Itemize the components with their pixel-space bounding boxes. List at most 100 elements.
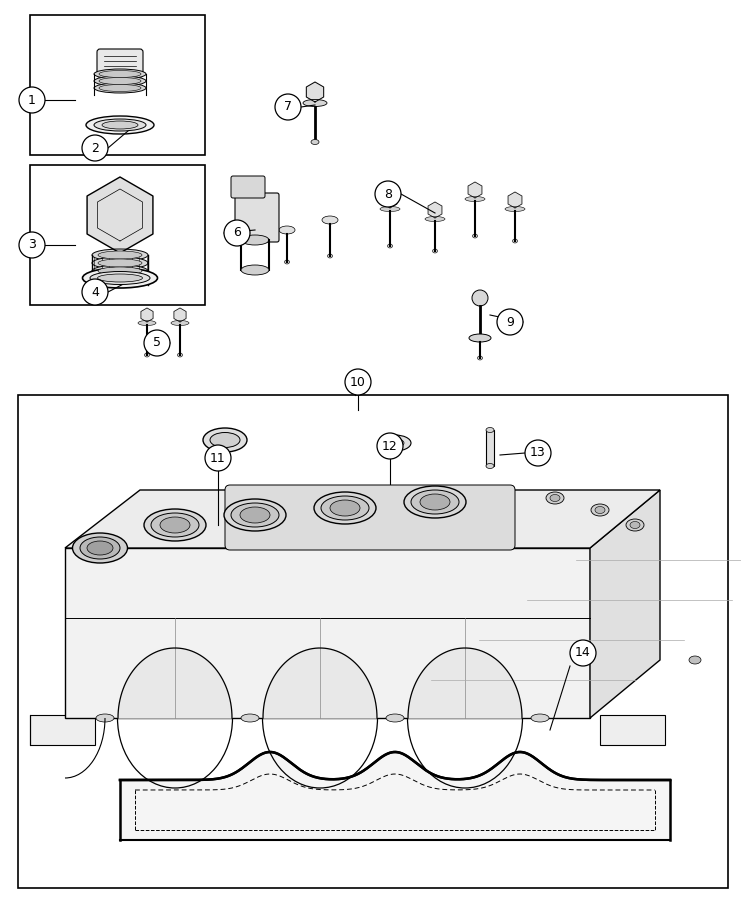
Ellipse shape (388, 244, 393, 248)
Ellipse shape (151, 513, 199, 537)
Ellipse shape (404, 486, 466, 518)
Ellipse shape (210, 433, 240, 447)
Ellipse shape (92, 265, 148, 277)
Ellipse shape (82, 268, 158, 288)
Ellipse shape (311, 140, 319, 145)
Ellipse shape (595, 507, 605, 514)
Ellipse shape (171, 320, 189, 326)
Ellipse shape (94, 69, 146, 79)
Ellipse shape (87, 541, 113, 555)
Text: 14: 14 (575, 646, 591, 660)
Circle shape (19, 232, 45, 258)
Ellipse shape (425, 217, 445, 221)
Text: 9: 9 (506, 316, 514, 328)
Polygon shape (590, 490, 660, 718)
Ellipse shape (465, 196, 485, 202)
Ellipse shape (99, 77, 141, 85)
Ellipse shape (328, 254, 333, 258)
Circle shape (525, 440, 551, 466)
Ellipse shape (102, 121, 138, 129)
Polygon shape (508, 192, 522, 208)
Ellipse shape (98, 251, 142, 259)
Text: 8: 8 (384, 187, 392, 201)
Ellipse shape (178, 353, 182, 357)
Ellipse shape (469, 334, 491, 342)
Ellipse shape (203, 428, 247, 452)
Ellipse shape (98, 275, 142, 283)
Bar (30, 165, 205, 305)
Ellipse shape (486, 428, 494, 433)
FancyBboxPatch shape (225, 485, 515, 550)
Text: 5: 5 (153, 337, 161, 349)
Ellipse shape (279, 226, 295, 234)
Text: 7: 7 (284, 101, 292, 113)
Ellipse shape (99, 70, 141, 77)
Ellipse shape (513, 239, 517, 243)
Polygon shape (65, 490, 660, 548)
FancyBboxPatch shape (97, 49, 143, 77)
Circle shape (570, 640, 596, 666)
Text: 6: 6 (233, 227, 241, 239)
Ellipse shape (94, 119, 146, 131)
Polygon shape (408, 648, 522, 718)
Ellipse shape (546, 492, 564, 504)
Ellipse shape (98, 259, 142, 267)
Bar (18, 395, 728, 888)
Polygon shape (118, 648, 232, 718)
Ellipse shape (322, 216, 338, 224)
Ellipse shape (99, 85, 141, 92)
Ellipse shape (96, 714, 114, 722)
Ellipse shape (94, 76, 146, 86)
Ellipse shape (241, 235, 269, 245)
Ellipse shape (473, 234, 477, 238)
Ellipse shape (505, 206, 525, 211)
Circle shape (19, 87, 45, 113)
Ellipse shape (386, 714, 404, 722)
Ellipse shape (73, 533, 127, 563)
Ellipse shape (90, 272, 150, 284)
Text: 1: 1 (28, 94, 36, 106)
Text: 2: 2 (91, 141, 99, 155)
Circle shape (82, 279, 108, 305)
Ellipse shape (94, 83, 146, 93)
Ellipse shape (144, 353, 150, 357)
Ellipse shape (630, 521, 640, 528)
Ellipse shape (330, 500, 360, 516)
Ellipse shape (92, 249, 148, 261)
Ellipse shape (138, 320, 156, 326)
Ellipse shape (80, 537, 120, 559)
Polygon shape (468, 182, 482, 198)
Circle shape (82, 135, 108, 161)
Ellipse shape (411, 490, 459, 514)
Ellipse shape (160, 517, 190, 533)
Ellipse shape (92, 273, 148, 285)
Ellipse shape (689, 656, 701, 664)
Polygon shape (174, 308, 186, 322)
Circle shape (375, 181, 401, 207)
Text: 13: 13 (530, 446, 546, 460)
Ellipse shape (241, 265, 269, 275)
Ellipse shape (241, 714, 259, 722)
Text: 12: 12 (382, 439, 398, 453)
Polygon shape (87, 177, 153, 253)
Ellipse shape (314, 492, 376, 524)
Polygon shape (306, 82, 324, 102)
Ellipse shape (92, 257, 148, 269)
Text: 4: 4 (91, 285, 99, 299)
Ellipse shape (86, 116, 154, 134)
Circle shape (205, 445, 231, 471)
Text: 10: 10 (350, 375, 366, 389)
Ellipse shape (380, 206, 400, 211)
Bar (30, 715, 95, 745)
Polygon shape (383, 192, 397, 208)
FancyBboxPatch shape (235, 193, 279, 242)
Circle shape (377, 433, 403, 459)
Ellipse shape (379, 435, 411, 451)
Text: 11: 11 (210, 452, 226, 464)
Circle shape (275, 94, 301, 120)
Circle shape (472, 290, 488, 306)
Ellipse shape (531, 714, 549, 722)
Ellipse shape (550, 494, 560, 501)
Bar (30, 15, 205, 155)
Ellipse shape (626, 519, 644, 531)
